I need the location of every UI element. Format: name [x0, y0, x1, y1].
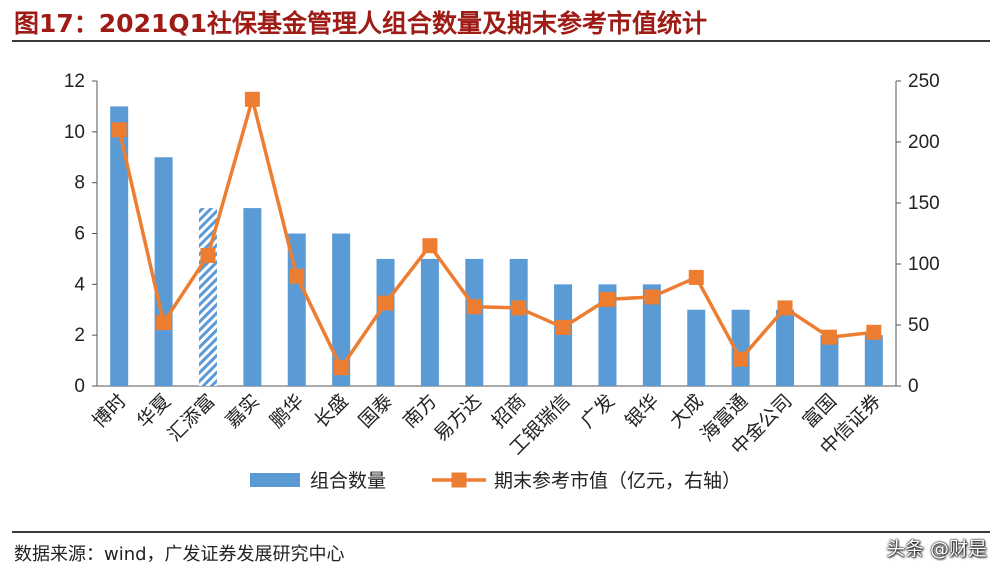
- bar-中信证券: [864, 335, 883, 386]
- left-tick-label: 4: [74, 274, 85, 295]
- bar-招商: [509, 258, 528, 386]
- watermark: 头条 @财是: [885, 538, 987, 560]
- marker-易方达: [466, 299, 482, 315]
- right-tick-label: 0: [908, 376, 919, 397]
- right-tick-label: 250: [908, 71, 940, 92]
- right-tick-label: 100: [908, 254, 940, 275]
- market-value-line: [117, 97, 874, 370]
- marker-鹏华: [289, 268, 305, 284]
- marker-汇添富: [200, 247, 216, 263]
- x-tick-label: 易方达: [430, 390, 486, 446]
- bar-大成: [687, 309, 706, 386]
- bar-博时: [110, 106, 129, 386]
- axes-group: 0 2 4 6 8 10 12 0 50 100 150 200 250: [64, 71, 940, 397]
- marker-博时: [111, 122, 127, 138]
- marker-大成: [688, 269, 704, 285]
- bar-国泰: [376, 258, 395, 386]
- marker-嘉实: [244, 91, 260, 107]
- x-tick-label: 汇添富: [164, 390, 220, 446]
- bar-富国: [820, 335, 839, 386]
- left-tick-label: 0: [74, 376, 85, 397]
- x-tick-label: 嘉实: [221, 390, 263, 432]
- right-tick-label: 200: [908, 132, 940, 153]
- source-note: 数据来源：wind，广发证券发展研究中心: [14, 544, 345, 565]
- chart-title: 图17：2021Q1社保基金管理人组合数量及期末参考市值统计: [14, 9, 708, 38]
- marker-招商: [511, 300, 527, 316]
- marker-广发: [599, 291, 615, 307]
- legend-line-marker: [451, 472, 467, 488]
- marker-富国: [821, 329, 837, 345]
- legend-bar-label: 组合数量: [310, 470, 386, 492]
- right-tick-label: 150: [908, 193, 940, 214]
- bars-group: [110, 106, 883, 386]
- marker-南方: [422, 238, 438, 254]
- left-tick-label: 2: [74, 325, 85, 346]
- bar-华夏: [154, 157, 173, 386]
- x-tick-label: 鹏华: [266, 390, 308, 432]
- legend-line-label: 期末参考市值（亿元，右轴）: [494, 470, 741, 492]
- marker-中金公司: [777, 300, 793, 316]
- x-tick-label: 长盛: [310, 390, 352, 432]
- marker-国泰: [378, 295, 394, 311]
- marker-工银瑞信: [555, 319, 571, 335]
- bar-长盛: [332, 233, 351, 386]
- bar-银华: [642, 284, 661, 386]
- marker-海富通: [733, 351, 749, 367]
- marker-华夏: [156, 315, 172, 331]
- marker-中信证券: [866, 324, 882, 340]
- left-tick-label: 10: [64, 122, 85, 143]
- x-labels-group: 博时 华夏汇添富 嘉实 鹏华 长盛 国泰 南方易方达 招商工银瑞信 广发 银华 大成海富通中金公司富…: [88, 390, 885, 459]
- left-tick-label: 8: [74, 173, 85, 194]
- x-tick-label: 博时: [88, 390, 130, 432]
- x-tick-label: 国泰: [355, 390, 397, 432]
- left-tick-label: 12: [64, 71, 85, 92]
- marker-银华: [644, 289, 660, 305]
- x-tick-label: 银华: [621, 390, 663, 432]
- marker-长盛: [333, 360, 349, 376]
- bar-南方: [420, 258, 439, 386]
- bar-海富通: [731, 309, 750, 386]
- legend-bar-swatch: [250, 473, 300, 487]
- line-group: [111, 91, 882, 376]
- bar-易方达: [465, 258, 484, 386]
- title-divider: [12, 40, 990, 42]
- bar-工银瑞信: [554, 284, 573, 386]
- x-tick-label: 广发: [577, 390, 619, 432]
- footer-divider: [12, 531, 990, 533]
- bar-嘉实: [243, 208, 262, 386]
- bar-中金公司: [776, 309, 795, 386]
- left-tick-label: 6: [74, 224, 85, 245]
- bar-广发: [598, 284, 617, 386]
- right-tick-label: 50: [908, 315, 929, 336]
- legend: 组合数量 期末参考市值（亿元，右轴）: [250, 470, 741, 492]
